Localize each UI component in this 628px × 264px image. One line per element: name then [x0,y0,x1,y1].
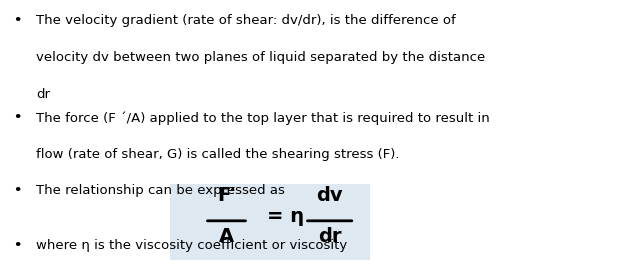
Text: •: • [13,111,21,124]
Text: = η: = η [267,208,304,227]
Text: The velocity gradient (rate of shear: dv/dr), is the difference of: The velocity gradient (rate of shear: dv… [36,15,455,27]
Text: The relationship can be expressed as: The relationship can be expressed as [36,184,284,197]
Text: dr: dr [318,227,342,246]
Text: dr: dr [36,88,50,101]
Text: •: • [13,15,21,27]
Text: where η is the viscosity coefficient or viscosity: where η is the viscosity coefficient or … [36,239,347,252]
Text: flow (rate of shear, G) is called the shearing stress (F).: flow (rate of shear, G) is called the sh… [36,148,399,161]
Text: •: • [13,239,21,252]
Text: •: • [13,184,21,197]
Text: velocity dv between two planes of liquid separated by the distance: velocity dv between two planes of liquid… [36,51,485,64]
Text: F′: F′ [217,186,236,205]
Text: The force (F ´/A) applied to the top layer that is required to result in: The force (F ´/A) applied to the top lay… [36,111,490,125]
Text: dv: dv [317,186,343,205]
FancyBboxPatch shape [170,184,371,260]
Text: A: A [219,227,234,246]
